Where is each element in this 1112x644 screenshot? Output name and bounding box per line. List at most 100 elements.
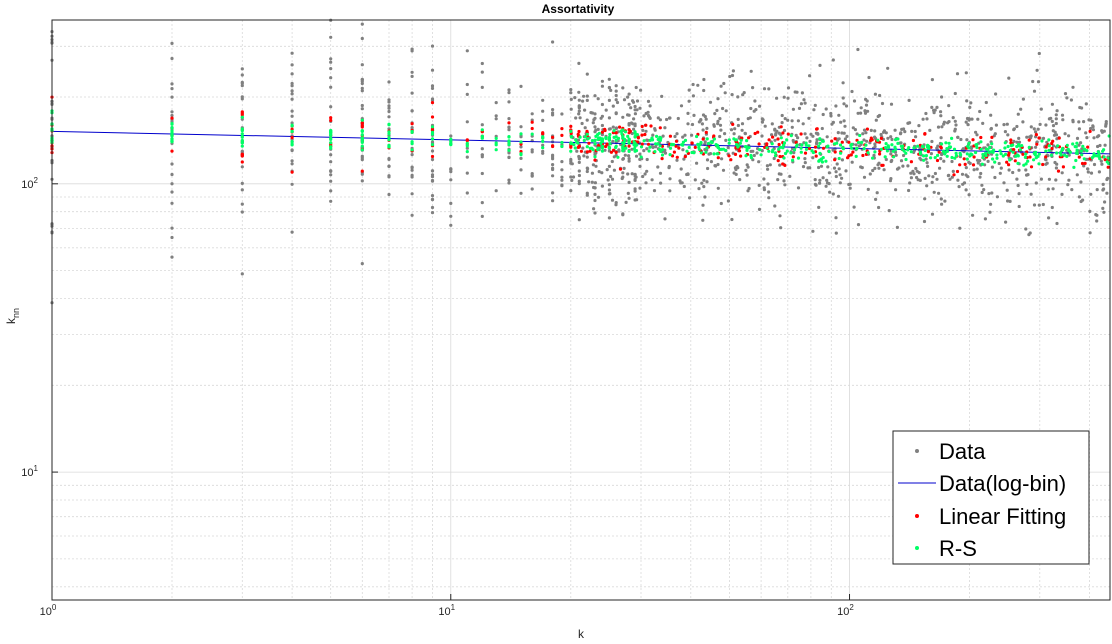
rs-point (588, 146, 592, 150)
data-point (656, 116, 660, 120)
data-point (836, 194, 841, 198)
rs-point (1071, 142, 1075, 146)
data-point (1032, 203, 1037, 207)
rs-point (735, 142, 739, 147)
data-point (170, 56, 174, 61)
data-point (449, 134, 453, 138)
data-point (668, 189, 672, 193)
data-point (816, 132, 820, 136)
data-point (1077, 120, 1081, 124)
log-bin-line (51, 130, 1111, 155)
data-point (772, 156, 776, 161)
data-point (909, 176, 914, 180)
linear-fit-point (670, 154, 675, 158)
data-point (1086, 167, 1090, 171)
rs-point (727, 141, 731, 145)
data-point (917, 171, 921, 175)
data-point (1055, 109, 1059, 113)
data-point (1025, 173, 1029, 177)
linear-fit-point (846, 156, 850, 160)
linear-fit-point (170, 116, 174, 120)
data-point (1069, 98, 1073, 102)
rs-point (170, 126, 174, 130)
rs-point (738, 141, 743, 145)
data-point (696, 83, 700, 87)
data-point (494, 114, 498, 118)
rs-point (979, 147, 983, 151)
data-point (840, 158, 845, 162)
data-point (907, 98, 911, 102)
data-point (530, 112, 534, 116)
data-point (1050, 102, 1054, 106)
data-point (832, 166, 837, 170)
data-point (850, 160, 854, 164)
data-point (1038, 122, 1042, 126)
data-point (893, 128, 897, 132)
data-point (1039, 107, 1043, 111)
data-point (583, 126, 587, 130)
data-point (993, 175, 997, 180)
data-point (975, 158, 980, 162)
linear-fit-point (833, 137, 837, 141)
data-point (929, 152, 934, 156)
linear-fit-point (530, 126, 534, 131)
rs-point (621, 141, 625, 145)
rs-point (616, 155, 620, 159)
linear-fit-point (765, 142, 769, 146)
data-point (812, 108, 816, 112)
data-point (860, 166, 864, 170)
rs-point (633, 144, 637, 148)
data-point (925, 184, 929, 188)
data-point (577, 179, 581, 183)
rs-point (1032, 158, 1036, 162)
data-point (638, 186, 642, 190)
data-point (465, 191, 469, 195)
data-point (360, 89, 364, 93)
data-point (430, 197, 435, 201)
linear-fit-point (1086, 145, 1090, 149)
rs-point (668, 146, 673, 150)
data-point (768, 163, 772, 167)
data-point (560, 112, 564, 116)
data-point (1017, 168, 1021, 172)
data-point (596, 97, 600, 101)
data-point (551, 166, 555, 170)
data-point (360, 22, 364, 26)
data-point (1002, 181, 1006, 185)
rs-point (607, 136, 612, 140)
linear-fit-point (646, 142, 651, 146)
data-point (811, 156, 815, 160)
rs-point (827, 149, 831, 154)
rs-point (583, 135, 587, 139)
rs-point (600, 144, 605, 148)
data-point (653, 128, 657, 132)
data-point (609, 174, 613, 179)
rs-point (906, 148, 910, 152)
data-point (990, 165, 995, 169)
data-point (862, 175, 867, 179)
data-point (1017, 192, 1021, 196)
linear-fit-point (1050, 141, 1054, 146)
data-point (290, 51, 294, 55)
linear-fit-point (587, 141, 591, 145)
data-point (668, 177, 672, 181)
rs-point (430, 143, 435, 147)
data-point (170, 190, 174, 194)
linear-fit-point (935, 158, 940, 163)
data-point (560, 178, 564, 182)
data-point (930, 105, 934, 109)
rs-point (387, 122, 391, 126)
data-point (874, 118, 878, 122)
data-point (586, 167, 590, 171)
data-point (796, 186, 801, 190)
rs-point (240, 135, 244, 139)
data-point (607, 192, 612, 196)
data-point (912, 172, 916, 176)
rs-point (329, 130, 333, 134)
linear-fit-point (962, 157, 966, 161)
data-point (430, 149, 435, 153)
data-point (1071, 120, 1075, 124)
data-point (560, 184, 564, 188)
data-point (170, 95, 174, 99)
